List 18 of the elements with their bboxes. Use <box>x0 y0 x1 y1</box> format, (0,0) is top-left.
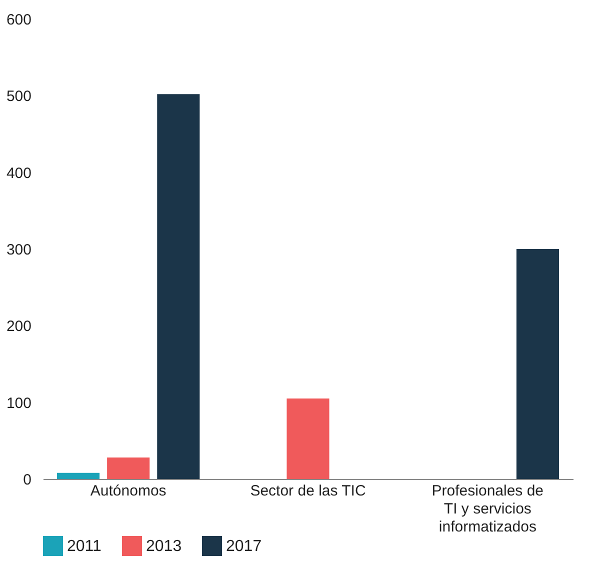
y-tick-label: 100 <box>6 394 32 412</box>
bar <box>107 458 150 479</box>
bar <box>286 398 330 479</box>
bar <box>157 94 200 479</box>
bar <box>56 472 100 479</box>
x-tick-label: Autónomos <box>90 482 166 500</box>
legend-label: 2011 <box>67 538 102 555</box>
x-tick-label: Sector de las TIC <box>250 482 366 500</box>
bar <box>516 249 560 479</box>
y-tick-label: 300 <box>6 242 32 258</box>
y-tick-label: 0 <box>23 472 32 488</box>
y-tick-label: 200 <box>6 318 32 336</box>
y-tick-label: 400 <box>6 164 32 182</box>
y-tick-label: 500 <box>6 88 32 106</box>
legend-label: 2017 <box>226 538 262 555</box>
legend-label: 2013 <box>146 538 182 555</box>
y-tick-label: 600 <box>6 12 32 28</box>
x-tick-label: Profesionales de TI y servicios informatizados <box>432 482 544 536</box>
